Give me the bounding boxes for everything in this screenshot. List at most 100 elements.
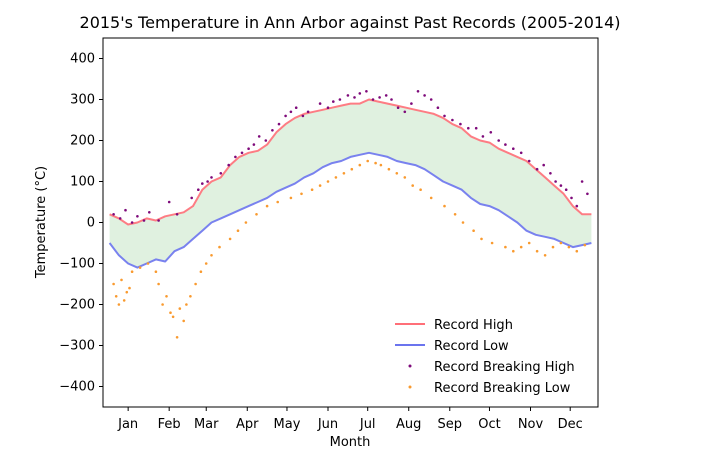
record-breaking-low-point [411, 184, 415, 187]
record-breaking-high-point [481, 135, 485, 138]
x-tick-label: Sep [438, 417, 463, 432]
record-breaking-low-point [443, 204, 446, 208]
record-breaking-low-point [342, 172, 346, 175]
y-axis-label: Temperature (°C) [34, 166, 49, 279]
record-high-line [109, 98, 592, 226]
record-breaking-low-point [276, 200, 280, 204]
record-breaking-low-point [379, 163, 383, 167]
x-tick-label: Nov [518, 417, 544, 432]
record-breaking-high-point [118, 217, 122, 220]
chart-title: 2015's Temperature in Ann Arbor against … [80, 13, 621, 32]
record-breaking-high-point [416, 90, 420, 93]
y-tick-label: 0 [87, 216, 95, 231]
record-breaking-high-point [353, 96, 356, 99]
record-breaking-low-point [453, 213, 457, 216]
x-tick-label: Oct [478, 417, 500, 432]
record-breaking-low-point [472, 229, 475, 232]
record-breaking-high-point [519, 151, 523, 155]
x-tick-label: Jul [359, 417, 376, 432]
record-breaking-low-point [236, 229, 240, 232]
record-breaking-low-point [157, 282, 160, 286]
record-breaking-low-point [350, 167, 354, 171]
record-breaking-high-point [190, 196, 193, 200]
y-tick-label: 200 [70, 134, 95, 149]
record-breaking-low-point [120, 278, 123, 282]
record-breaking-high-point [326, 106, 330, 109]
x-tick-label: Jan [117, 417, 138, 432]
record-breaking-low-point [130, 270, 134, 274]
record-breaking-low-point [185, 303, 188, 306]
record-breaking-high-point [112, 213, 115, 216]
y-tick-label: −400 [59, 380, 95, 395]
record-breaking-low-point [567, 245, 571, 249]
record-breaking-high-point [542, 163, 545, 167]
record-breaking-low-point [318, 184, 322, 187]
x-tick-label: May [274, 417, 301, 432]
record-breaking-high-point [384, 94, 388, 97]
record-breaking-low-point [461, 221, 465, 224]
x-tick-label: Jun [317, 417, 338, 432]
record-breaking-high-point [277, 122, 281, 126]
record-breaking-high-point [410, 102, 413, 105]
record-breaking-low-point [480, 237, 483, 241]
record-breaking-low-point [326, 180, 330, 183]
y-tick-label: 100 [70, 175, 95, 190]
record-breaking-high-point [451, 118, 454, 122]
x-tick-label: Aug [396, 417, 421, 432]
record-breaking-low-point [527, 241, 531, 245]
record-breaking-high-point [197, 188, 200, 191]
y-tick-label: −100 [59, 257, 95, 272]
record-breaking-high-point [124, 208, 127, 212]
record-breaking-high-point [136, 215, 139, 218]
record-breaking-low-point [199, 270, 203, 274]
plot-area: −400 −300 −200 −100 0 100 200 300 400 Jan Feb Mar Ap… [59, 37, 599, 432]
record-breaking-low-point [575, 249, 579, 253]
record-breaking-low-point [161, 303, 164, 306]
record-breaking-high-point [227, 163, 230, 167]
record-breaking-low-point [583, 243, 587, 247]
record-breaking-low-point [114, 295, 118, 298]
record-breaking-high-point [252, 143, 256, 146]
record-range-band [109, 99, 592, 268]
record-breaking-high-point [318, 102, 322, 105]
y-tick-label: −300 [59, 339, 95, 354]
record-breaking-low-point [395, 172, 399, 175]
record-breaking-high-point [559, 184, 563, 187]
record-breaking-low-point [182, 319, 185, 323]
record-breaking-low-point [204, 262, 208, 265]
record-breaking-high-point [247, 147, 250, 150]
record-breaking-high-point [142, 219, 146, 222]
record-breaking-high-point [535, 167, 539, 171]
legend-label-record-breaking-low: Record Breaking Low [434, 381, 571, 396]
record-breaking-high-point [365, 90, 368, 93]
record-breaking-high-point [443, 114, 446, 118]
record-breaking-low-point [429, 196, 433, 200]
record-breaking-high-point [157, 219, 160, 222]
record-breaking-high-point [257, 135, 261, 138]
record-breaking-low-point [122, 299, 126, 302]
record-breaking-low-point [265, 204, 269, 208]
record-breaking-high-point [358, 92, 362, 95]
record-breaking-high-point [403, 110, 407, 114]
legend-swatch-record-breaking-high [408, 364, 412, 368]
legend-label-record-high: Record High [434, 318, 513, 333]
record-breaking-high-point [390, 98, 393, 101]
record-breaking-high-point [264, 139, 268, 142]
record-breaking-low-point [387, 167, 391, 171]
record-breaking-high-point [167, 200, 171, 204]
legend-label-record-breaking-high: Record Breaking High [434, 360, 575, 375]
record-breaking-low-point [117, 303, 121, 306]
record-breaking-high-point [219, 172, 223, 175]
record-breaking-high-point [271, 129, 274, 132]
record-breaking-low-point [504, 245, 507, 249]
record-breaking-high-point [554, 180, 557, 183]
record-breaking-high-point [512, 147, 515, 150]
record-breaking-high-point [284, 114, 287, 118]
record-low-line [108, 151, 592, 269]
record-breaking-low-point [300, 192, 303, 196]
record-breaking-low-point [228, 237, 232, 241]
record-breaking-low-point [112, 282, 115, 286]
x-tick-label: Apr [236, 417, 259, 432]
record-breaking-high-point [206, 180, 209, 183]
record-breaking-low-point [490, 241, 494, 245]
